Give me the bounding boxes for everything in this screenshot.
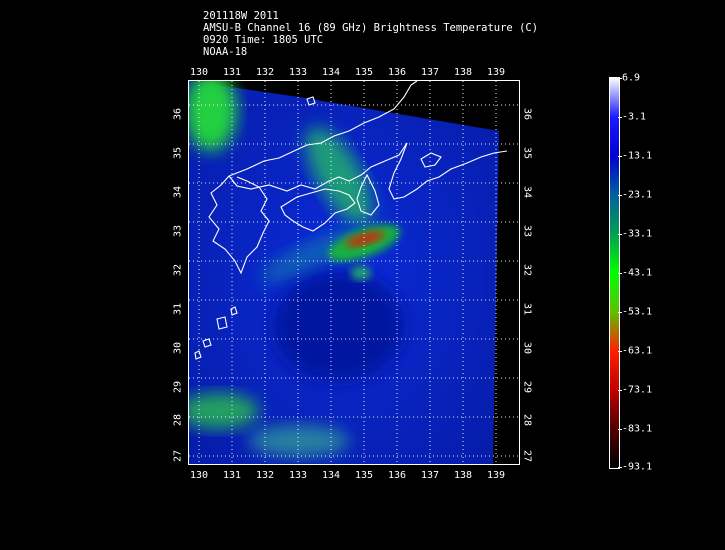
colorbar-label: -23.1 (622, 189, 653, 201)
lat-tick-right: 33 (521, 224, 533, 238)
lon-tick-top: 135 (354, 67, 374, 78)
lat-tick-left: 31 (172, 302, 184, 316)
colorbar-tick (618, 273, 622, 274)
lat-tick-left: 32 (172, 263, 184, 277)
colorbar-tick (618, 390, 622, 391)
colorbar-label: 6.9 (622, 72, 641, 84)
colorbar-label: -43.1 (622, 267, 653, 279)
cold-band-north (305, 127, 373, 225)
eye-region (274, 271, 404, 381)
sensor-channel-label: AMSU-B Channel 16 (89 GHz) Brightness Te… (203, 22, 539, 34)
colorbar-label: -93.1 (622, 461, 653, 473)
colorbar-label: -53.1 (622, 306, 653, 318)
cold-patch-northwest (189, 81, 237, 151)
lat-tick-left: 36 (172, 107, 184, 121)
brightness-temperature-map (188, 80, 520, 465)
lon-tick-bottom: 133 (288, 470, 308, 481)
colorbar-tick (618, 78, 622, 79)
lon-tick-top: 133 (288, 67, 308, 78)
colorbar-label: -83.1 (622, 423, 653, 435)
lat-tick-left: 35 (172, 146, 184, 160)
lat-tick-left: 27 (172, 449, 184, 463)
colorbar-label: -73.1 (622, 384, 653, 396)
lon-tick-bottom: 139 (486, 470, 506, 481)
rainband-inner (351, 266, 371, 280)
lon-tick-bottom: 137 (420, 470, 440, 481)
lat-tick-right: 36 (521, 107, 533, 121)
colorbar-label: -3.1 (622, 111, 647, 123)
lat-tick-right: 35 (521, 146, 533, 160)
lon-tick-top: 134 (321, 67, 341, 78)
lat-tick-left: 34 (172, 185, 184, 199)
colorbar-tick (618, 156, 622, 157)
colorbar-label: -13.1 (622, 150, 653, 162)
lat-tick-left: 28 (172, 413, 184, 427)
lon-tick-top: 139 (486, 67, 506, 78)
lon-tick-bottom: 132 (255, 470, 275, 481)
lon-tick-top: 137 (420, 67, 440, 78)
colorbar-tick (618, 195, 622, 196)
lon-tick-bottom: 136 (387, 470, 407, 481)
map-svg (189, 81, 519, 464)
lat-tick-left: 33 (172, 224, 184, 238)
lat-tick-right: 32 (521, 263, 533, 277)
colorbar-tick (618, 467, 622, 468)
colorbar-label: -63.1 (622, 345, 653, 357)
product-header: 201118W 2011 AMSU-B Channel 16 (89 GHz) … (203, 10, 538, 58)
eyewall-core (345, 231, 385, 247)
lon-tick-top: 131 (222, 67, 242, 78)
observation-time-label: 0920 Time: 1805 UTC (203, 34, 324, 46)
temperature-field (189, 81, 404, 457)
colorbar-tick (618, 351, 622, 352)
lon-tick-bottom: 135 (354, 470, 374, 481)
colorbar-tick (618, 312, 622, 313)
lat-tick-right: 28 (521, 413, 533, 427)
lon-tick-bottom: 130 (189, 470, 209, 481)
coastlines (194, 81, 508, 360)
colorbar-tick (618, 429, 622, 430)
rainband-southwest (189, 393, 259, 429)
lat-tick-right: 30 (521, 341, 533, 355)
lon-tick-top: 132 (255, 67, 275, 78)
rainband-south (249, 425, 349, 457)
colorbar-label: -33.1 (622, 228, 653, 240)
satellite-label: NOAA-18 (203, 46, 248, 58)
lon-tick-top: 138 (453, 67, 473, 78)
lat-tick-left: 30 (172, 341, 184, 355)
lat-tick-right: 34 (521, 185, 533, 199)
lat-tick-right: 27 (521, 449, 533, 463)
lat-tick-right: 31 (521, 302, 533, 316)
storm-id-label: 201118W 2011 (203, 10, 279, 22)
lat-tick-right: 29 (521, 380, 533, 394)
lon-tick-bottom: 138 (453, 470, 473, 481)
lon-tick-bottom: 134 (321, 470, 341, 481)
lon-tick-top: 130 (189, 67, 209, 78)
lon-tick-bottom: 131 (222, 470, 242, 481)
lon-tick-top: 136 (387, 67, 407, 78)
colorbar-tick (618, 117, 622, 118)
colorbar-tick (618, 234, 622, 235)
lat-tick-left: 29 (172, 380, 184, 394)
